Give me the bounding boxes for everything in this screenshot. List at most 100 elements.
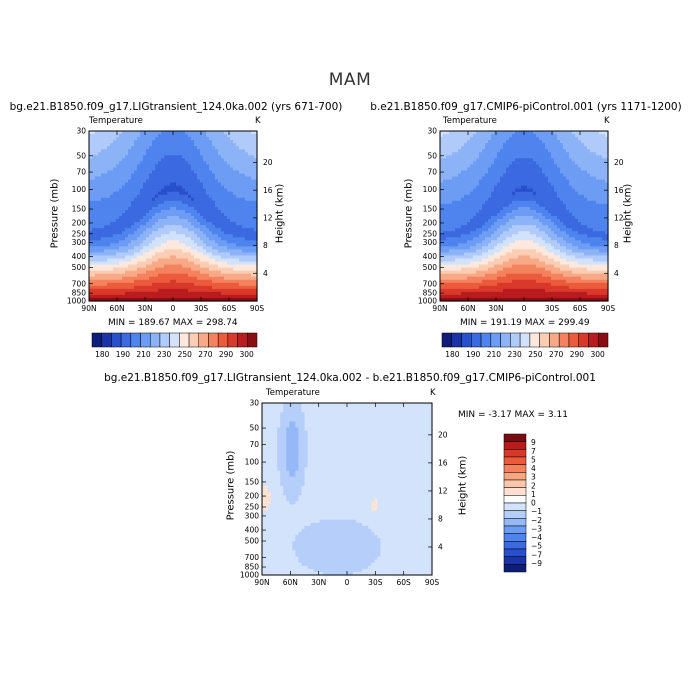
field-cell bbox=[203, 267, 207, 272]
field-cell bbox=[518, 170, 522, 175]
field-cell bbox=[245, 240, 249, 244]
field-cell bbox=[488, 240, 492, 244]
field-cell bbox=[143, 140, 147, 144]
field-cell bbox=[215, 234, 219, 238]
field-cell bbox=[113, 140, 117, 144]
field-cell bbox=[161, 234, 165, 238]
field-cell bbox=[236, 170, 240, 175]
field-cell bbox=[95, 249, 99, 254]
field-cell bbox=[116, 228, 120, 232]
field-cell bbox=[458, 131, 462, 135]
field-cell bbox=[104, 182, 108, 187]
field-cell bbox=[248, 158, 252, 162]
field-cell bbox=[509, 291, 513, 296]
field-cell bbox=[119, 140, 123, 144]
field-cell bbox=[470, 294, 474, 299]
field-cell bbox=[104, 246, 108, 250]
field-cell bbox=[95, 267, 99, 272]
field-cell bbox=[500, 155, 504, 159]
field-cell bbox=[491, 158, 495, 162]
field-cell bbox=[521, 246, 525, 250]
field-cell bbox=[188, 249, 192, 254]
field-cell bbox=[503, 167, 507, 172]
field-cell bbox=[113, 176, 117, 181]
field-cell bbox=[113, 276, 117, 281]
field-cell bbox=[137, 237, 141, 241]
field-cell bbox=[197, 231, 201, 235]
field-cell bbox=[182, 191, 186, 196]
field-cell bbox=[530, 164, 534, 169]
field-cell bbox=[167, 267, 171, 272]
field-cell bbox=[149, 264, 153, 269]
field-cell bbox=[92, 158, 96, 162]
panel3-variable-label: Temperature bbox=[266, 388, 320, 398]
field-cell bbox=[152, 206, 156, 211]
field-cell bbox=[122, 279, 126, 284]
field-cell bbox=[176, 167, 180, 172]
field-cell bbox=[230, 270, 234, 275]
field-cell bbox=[140, 143, 144, 147]
field-cell bbox=[149, 258, 153, 263]
field-cell bbox=[518, 155, 522, 159]
field-cell bbox=[89, 134, 93, 138]
field-cell bbox=[89, 288, 93, 293]
field-cell bbox=[116, 291, 120, 296]
field-cell bbox=[101, 276, 105, 281]
field-cell bbox=[524, 182, 528, 187]
field-cell bbox=[443, 261, 447, 266]
field-cell bbox=[182, 200, 186, 205]
field-cell bbox=[200, 270, 204, 275]
field-cell bbox=[125, 240, 129, 244]
field-cell bbox=[197, 297, 201, 302]
field-cell bbox=[239, 176, 243, 181]
field-cell bbox=[191, 212, 195, 217]
field-cell bbox=[485, 222, 489, 226]
field-cell bbox=[527, 140, 531, 144]
field-cell bbox=[461, 237, 465, 241]
field-cell bbox=[482, 270, 486, 275]
field-cell bbox=[485, 273, 489, 278]
field-cell bbox=[479, 264, 483, 269]
field-cell bbox=[533, 188, 537, 193]
field-cell bbox=[449, 291, 453, 296]
field-cell bbox=[497, 158, 501, 162]
field-cell bbox=[440, 197, 444, 202]
field-cell bbox=[113, 228, 117, 232]
field-cell bbox=[173, 261, 177, 266]
field-cell bbox=[155, 200, 159, 205]
field-cell bbox=[245, 228, 249, 232]
field-cell bbox=[134, 143, 138, 147]
field-cell bbox=[443, 252, 447, 257]
field-cell bbox=[176, 206, 180, 211]
field-cell bbox=[497, 170, 501, 175]
field-cell bbox=[104, 164, 108, 169]
field-cell bbox=[482, 255, 486, 260]
field-cell bbox=[116, 155, 120, 159]
field-cell bbox=[191, 173, 195, 178]
field-cell bbox=[137, 261, 141, 266]
field-cell bbox=[245, 134, 249, 138]
field-cell bbox=[92, 288, 96, 293]
field-cell bbox=[491, 203, 495, 208]
field-cell bbox=[233, 237, 237, 241]
field-cell bbox=[164, 200, 168, 205]
field-cell bbox=[230, 209, 234, 214]
field-cell bbox=[158, 243, 162, 247]
field-cell bbox=[464, 249, 468, 254]
field-cell bbox=[464, 167, 468, 172]
field-cell bbox=[254, 197, 258, 202]
field-cell bbox=[209, 158, 213, 162]
field-cell bbox=[194, 194, 198, 199]
field-cell bbox=[512, 255, 516, 260]
field-cell bbox=[140, 225, 144, 229]
field-cell bbox=[203, 155, 207, 159]
field-cell bbox=[242, 170, 246, 175]
field-cell bbox=[173, 176, 177, 181]
field-cell bbox=[197, 167, 201, 172]
field-cell bbox=[233, 149, 237, 153]
field-cell bbox=[521, 167, 525, 172]
field-cell bbox=[203, 273, 207, 278]
field-cell bbox=[128, 185, 132, 190]
field-cell bbox=[137, 179, 141, 184]
field-cell bbox=[92, 225, 96, 229]
